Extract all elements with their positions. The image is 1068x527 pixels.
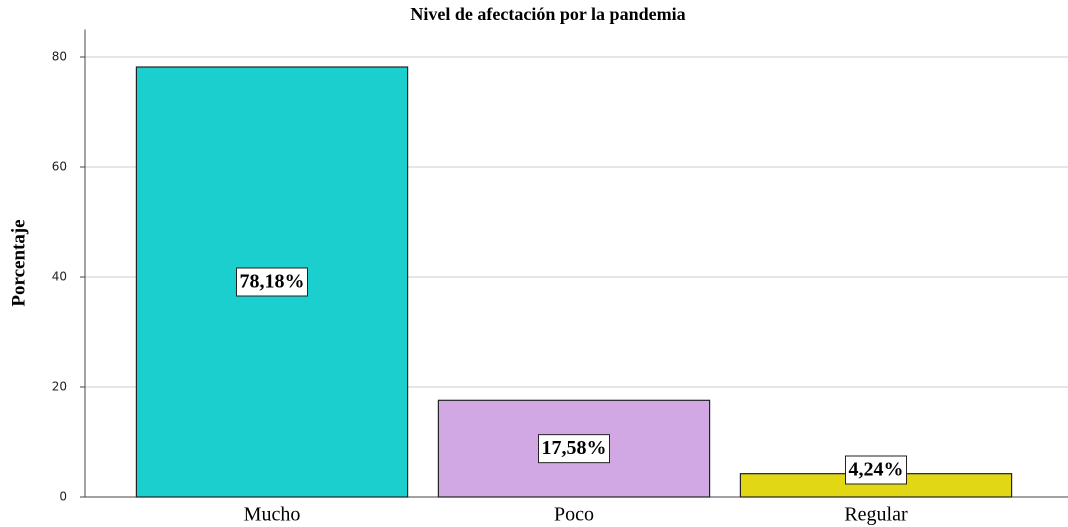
value-label: 17,58% [542,437,607,459]
value-label-box [538,434,610,464]
y-tick-label: 80 [52,50,67,64]
y-tick-label: 40 [52,270,67,284]
x-tick-label: Poco [554,504,594,526]
value-label-box [236,267,308,297]
value-label: 78,18% [240,271,305,293]
y-tick-label: 20 [52,380,67,394]
y-tick-label: 60 [52,160,67,174]
bar [437,399,711,498]
x-tick-label: Mucho [244,504,301,526]
value-label: 4,24% [849,459,904,481]
y-axis-label: Porcentaje [8,219,29,306]
value-label-box [845,455,907,485]
chart-title: Nivel de afectación por la pandemia [410,4,685,24]
x-tick-label: Regular [844,504,908,526]
y-tick-label: 0 [59,490,67,504]
